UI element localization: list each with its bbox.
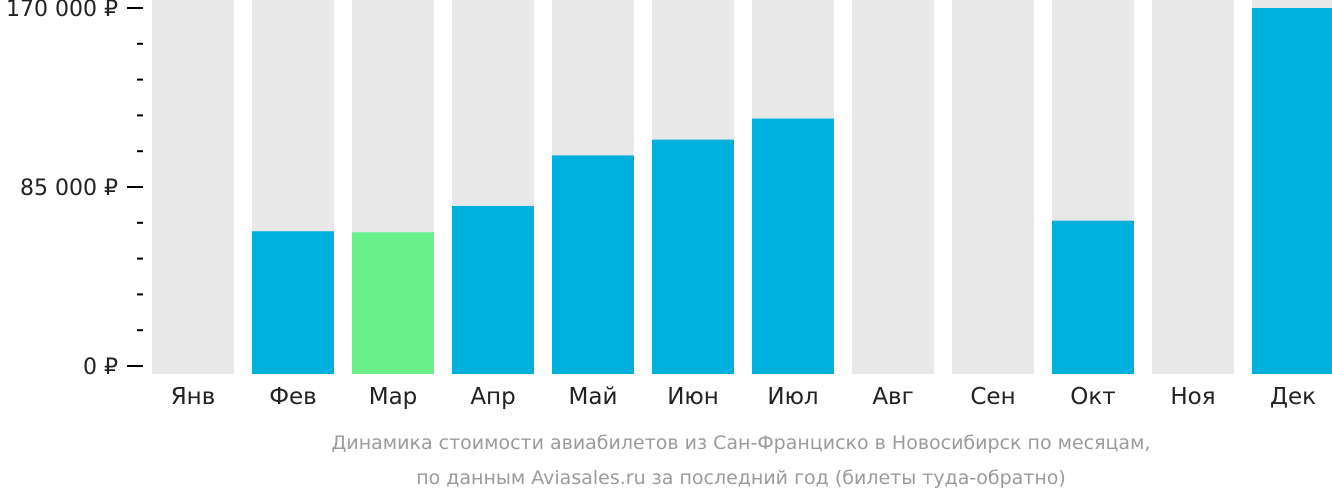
x-tick-label: Дек [1270, 384, 1316, 410]
x-tick-label: Авг [872, 384, 913, 410]
x-tick-label: Сен [970, 384, 1015, 410]
bar [352, 232, 434, 374]
x-tick-label: Янв [171, 384, 216, 410]
x-tick-label: Ноя [1170, 384, 1215, 410]
y-tick-label: 85 000 ₽ [20, 176, 118, 201]
y-tick-label: 0 ₽ [83, 355, 118, 380]
x-tick-label: Мар [369, 384, 418, 410]
price-bar-chart: Янв Фев Мар Апр Май Июн Июл Авг Сен Окт Ноя Дек 0 ₽ 8… [6, 0, 1332, 410]
bar [452, 205, 534, 374]
x-tick-label: Май [569, 384, 618, 410]
chart-caption-line-1: Динамика стоимости авиабилетов из Сан-Фр… [331, 432, 1151, 454]
bar [552, 155, 634, 374]
bar [1052, 220, 1134, 374]
x-tick-label: Июл [767, 384, 818, 410]
x-tick-label: Окт [1070, 384, 1115, 410]
bar [652, 139, 734, 374]
bar [752, 118, 834, 374]
bar [252, 231, 334, 374]
bar-background [1152, 0, 1234, 374]
chart-caption-line-2: по данным Aviasales.ru за последний год … [416, 467, 1066, 489]
x-tick-label: Фев [269, 384, 317, 410]
bar-background [852, 0, 934, 374]
y-tick-label: 170 000 ₽ [6, 0, 118, 22]
x-tick-label: Июн [667, 384, 719, 410]
bar-background [152, 0, 234, 374]
bar-background [952, 0, 1034, 374]
x-tick-label: Апр [470, 384, 515, 410]
bar [1252, 8, 1332, 374]
